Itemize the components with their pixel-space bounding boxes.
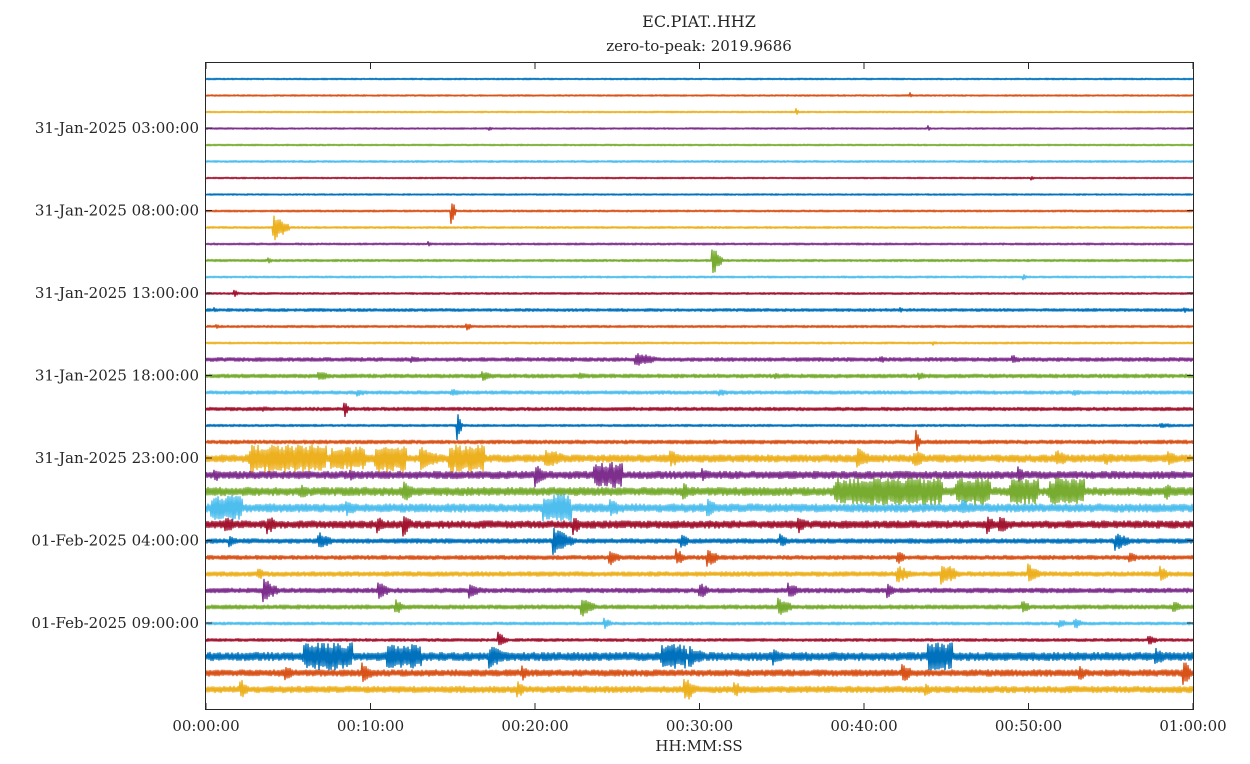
trace-row-28 [205, 527, 1194, 556]
x-tick-label-6: 01:00:00 [1159, 717, 1226, 735]
trace-row-25 [205, 477, 1194, 506]
trace-row-29 [205, 548, 1194, 567]
x-tick-label-4: 00:40:00 [830, 717, 897, 735]
trace-row-10 [205, 241, 1194, 247]
trace-row-20 [205, 402, 1194, 418]
trace-row-8 [205, 203, 1194, 224]
trace-row-14 [205, 306, 1194, 313]
trace-row-9 [205, 215, 1194, 241]
x-tick-label-2: 00:20:00 [501, 717, 568, 735]
trace-row-6 [205, 176, 1194, 181]
y-tick-label-4: 31-Jan-2025 23:00:00 [35, 449, 199, 467]
x-axis-ticks: 00:00:00 00:10:00 00:20:00 00:30:00 00:40:00… [172, 63, 1227, 735]
trace-row-18 [205, 371, 1194, 381]
y-tick-label-5: 01-Feb-2025 04:00:00 [31, 532, 199, 550]
y-axis-ticks: 31-Jan-2025 03:00:00 31-Jan-2025 08:00:00… [31, 119, 1193, 632]
chart-title: EC.PIAT..HHZ [642, 12, 756, 31]
trace-row-35 [205, 642, 1194, 671]
trace-row-4 [205, 143, 1194, 147]
trace-row-34 [205, 631, 1194, 646]
trace-row-7 [205, 193, 1194, 196]
trace-row-22 [205, 429, 1194, 452]
trace-row-3 [205, 125, 1194, 131]
plot-frame [205, 62, 1194, 710]
trace-row-5 [205, 159, 1194, 164]
trace-group [205, 77, 1194, 700]
x-tick-label-3: 00:30:00 [666, 717, 733, 735]
chart-subtitle: zero-to-peak: 2019.9686 [606, 37, 792, 55]
y-tick-label-0: 31-Jan-2025 03:00:00 [35, 119, 199, 137]
x-tick-label-1: 00:10:00 [337, 717, 404, 735]
trace-row-13 [205, 289, 1194, 298]
y-tick-label-2: 31-Jan-2025 13:00:00 [35, 284, 199, 302]
trace-row-37 [205, 678, 1194, 700]
y-tick-label-3: 31-Jan-2025 18:00:00 [35, 367, 199, 385]
trace-row-12 [205, 274, 1194, 281]
trace-row-17 [205, 353, 1194, 366]
x-tick-label-0: 00:00:00 [172, 717, 239, 735]
trace-row-36 [205, 662, 1194, 686]
trace-row-31 [205, 578, 1194, 603]
trace-row-26 [205, 493, 1194, 523]
trace-row-23 [205, 444, 1194, 473]
y-tick-label-6: 01-Feb-2025 09:00:00 [31, 614, 199, 632]
trace-row-11 [205, 249, 1194, 274]
trace-row-19 [205, 388, 1194, 397]
trace-row-32 [205, 597, 1194, 617]
x-axis-label: HH:MM:SS [655, 737, 742, 755]
trace-row-16 [205, 341, 1194, 346]
x-tick-label-5: 00:50:00 [995, 717, 1062, 735]
trace-row-1 [205, 92, 1194, 98]
trace-row-15 [205, 323, 1194, 331]
trace-row-0 [205, 77, 1194, 81]
trace-row-21 [205, 414, 1194, 441]
trace-row-30 [205, 563, 1194, 585]
trace-row-27 [205, 516, 1194, 537]
trace-row-2 [205, 107, 1194, 115]
trace-row-24 [205, 461, 1194, 489]
y-tick-label-1: 31-Jan-2025 08:00:00 [35, 202, 199, 220]
trace-row-33 [205, 617, 1194, 630]
